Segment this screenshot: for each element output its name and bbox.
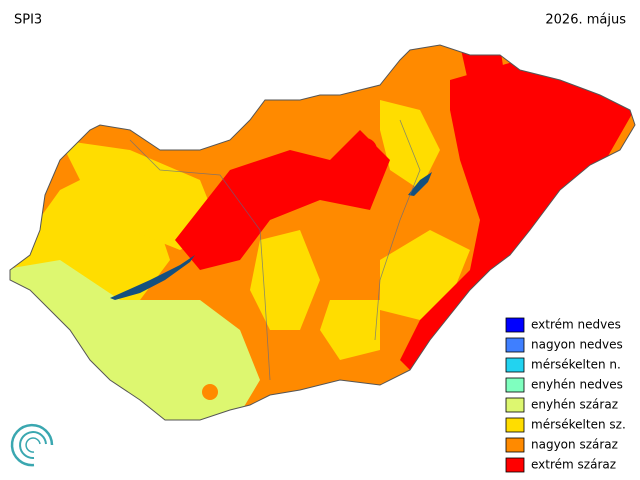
- legend-label: nagyon száraz: [531, 438, 618, 452]
- region: [175, 130, 390, 270]
- title: SPI3: [14, 13, 42, 28]
- lake-tisza: [408, 172, 432, 196]
- legend-swatch: [505, 457, 525, 473]
- region: [400, 60, 635, 380]
- legend-label: enyhén nedves: [531, 378, 623, 392]
- region: [460, 45, 505, 90]
- logo: [10, 423, 54, 467]
- region: [320, 300, 380, 360]
- legend-swatch: [505, 317, 525, 333]
- map: [10, 45, 635, 420]
- legend-swatch: [505, 337, 525, 353]
- legend-label: enyhén száraz: [531, 398, 618, 412]
- legend-label: extrém nedves: [531, 318, 621, 332]
- legend-label: nagyon nedves: [531, 338, 623, 352]
- region: [10, 260, 260, 420]
- region: [60, 140, 220, 250]
- region: [353, 138, 377, 162]
- river: [129, 119, 421, 381]
- legend-swatch: [505, 357, 525, 373]
- legend-label: mérsékelten sz.: [531, 418, 626, 432]
- legend-swatch: [505, 397, 525, 413]
- date: 2026. május: [545, 13, 626, 28]
- legend-swatch: [505, 377, 525, 393]
- legend-swatch: [505, 437, 525, 453]
- legend-label: mérsékelten n.: [531, 358, 621, 372]
- legend: extrém nedves nagyon nedves mérsékelten n.…: [505, 317, 626, 473]
- region: [202, 384, 218, 400]
- region: [250, 230, 320, 330]
- legend-swatch: [505, 417, 525, 433]
- legend-label: extrém száraz: [531, 458, 616, 472]
- lake-balaton: [110, 255, 195, 300]
